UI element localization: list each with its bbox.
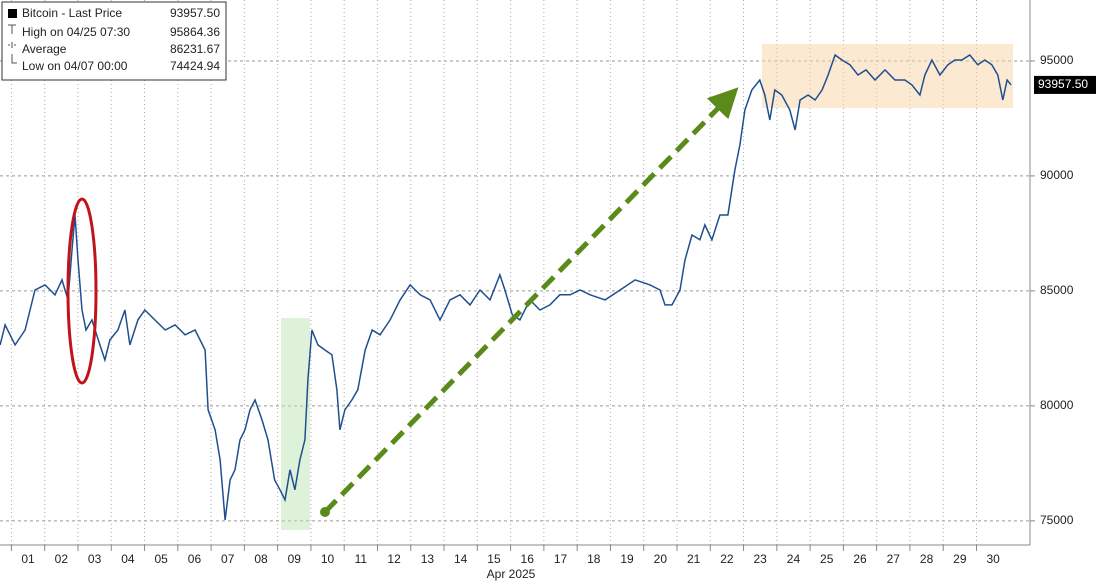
x-tick-label: 06 [188,552,202,566]
x-tick-label: 27 [887,552,901,566]
y-tick-label: 90000 [1040,168,1074,182]
x-tick-label: 09 [288,552,302,566]
x-tick-label: 25 [820,552,834,566]
legend-value: 74424.94 [170,59,220,73]
legend-value: 95864.36 [170,25,220,39]
x-tick-label: 10 [321,552,335,566]
x-tick-label: 16 [521,552,535,566]
y-tick-label: 75000 [1040,513,1074,527]
x-tick-label: 28 [920,552,934,566]
x-tick-label: 15 [487,552,501,566]
y-tick-label: 95000 [1040,53,1074,67]
x-tick-label: 30 [986,552,1000,566]
highlight-orange [762,44,1013,108]
legend-label: Average [22,42,67,56]
plot [0,53,1012,520]
x-tick-label: 22 [720,552,734,566]
x-tick-label: 08 [254,552,268,566]
x-tick-label: 17 [554,552,568,566]
x-axis-label: Apr 2025 [487,567,536,581]
y-tick-label: 85000 [1040,283,1074,297]
x-tick-label: 19 [620,552,634,566]
legend-box [1,1,227,81]
legend-icons [8,24,17,64]
x-tick-label: 02 [55,552,69,566]
x-tick-label: 05 [154,552,168,566]
legend-icon [8,9,17,18]
x-tick-label: 07 [221,552,235,566]
legend-label: Bitcoin - Last Price [22,6,122,20]
x-tick-label: 23 [753,552,767,566]
annotation-arrow [323,87,739,514]
x-tick-label: 29 [953,552,967,566]
x-tick-label: 13 [421,552,435,566]
x-tick-label: 11 [355,552,368,566]
last-price-box [1034,75,1096,94]
legend-label: Low on 04/07 00:00 [22,59,128,73]
last-price-label: 93957.50 [1038,77,1088,91]
x-tick-label: 01 [21,552,35,566]
annotation-ellipse [66,197,98,385]
x-tick-label: 26 [853,552,867,566]
x-tick-label: 12 [387,552,401,566]
x-tick-label: 04 [121,552,135,566]
x-tick-label: 14 [454,552,468,566]
x-tick-label: 03 [88,552,102,566]
price-line [0,53,1012,520]
legend-label: High on 04/25 07:30 [22,25,130,39]
y-tick-label: 80000 [1040,398,1074,412]
legend-value: 93957.50 [170,6,220,20]
x-tick-label: 24 [787,552,801,566]
legend-value: 86231.67 [170,42,220,56]
x-tick-label: 21 [687,552,701,566]
x-tick-label: 18 [587,552,601,566]
x-tick-label: 20 [654,552,668,566]
legend: Bitcoin - Last Price 93957.50 High on 04… [1,1,227,81]
